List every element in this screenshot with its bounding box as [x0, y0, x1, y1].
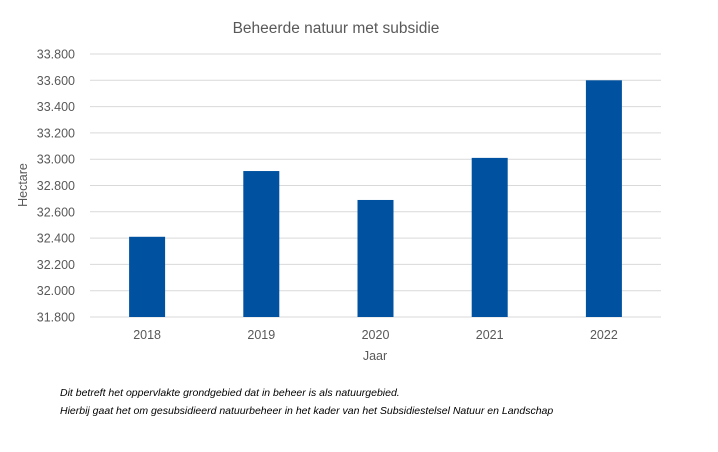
y-tick-label: 33.200: [37, 126, 75, 140]
bar-2020: [357, 199, 394, 317]
x-axis-ticks: 2018 2019 2020 2021 2022: [133, 328, 618, 342]
bar-chart: Beheerde natuur met subsidie 31.800 32.00…: [16, 20, 661, 363]
y-tick-label: 32.600: [37, 205, 75, 219]
y-tick-label: 33.600: [37, 74, 75, 88]
x-tick-label: 2018: [133, 328, 161, 342]
y-tick-label: 32.200: [37, 258, 75, 272]
y-axis-ticks: 31.800 32.000 32.200 32.400 32.600 32.800 33.0…: [37, 48, 75, 325]
footnote-line-1: Dit betreft het oppervlakte grondgebied …: [60, 387, 400, 399]
x-tick-label: 2020: [362, 328, 390, 342]
x-axis-label: Jaar: [363, 349, 387, 363]
y-tick-label: 33.800: [37, 48, 75, 62]
y-axis-label: Hectare: [16, 163, 30, 207]
bar-2022: [585, 80, 622, 317]
y-tick-label: 32.400: [37, 232, 75, 246]
x-tick-label: 2019: [247, 328, 275, 342]
y-tick-label: 33.400: [37, 100, 75, 114]
y-tick-label: 32.800: [37, 179, 75, 193]
bar-2018: [129, 236, 166, 317]
footnote-line-2: Hierbij gaat het om gesubsidieerd natuur…: [60, 405, 554, 417]
bar-2019: [243, 171, 280, 317]
x-tick-label: 2022: [590, 328, 618, 342]
chart-title: Beheerde natuur met subsidie: [233, 20, 440, 37]
y-tick-label: 32.000: [37, 284, 75, 298]
y-tick-label: 33.000: [37, 153, 75, 167]
bars: [129, 80, 622, 317]
bar-2021: [471, 157, 508, 317]
x-tick-label: 2021: [476, 328, 504, 342]
y-tick-label: 31.800: [37, 311, 75, 325]
